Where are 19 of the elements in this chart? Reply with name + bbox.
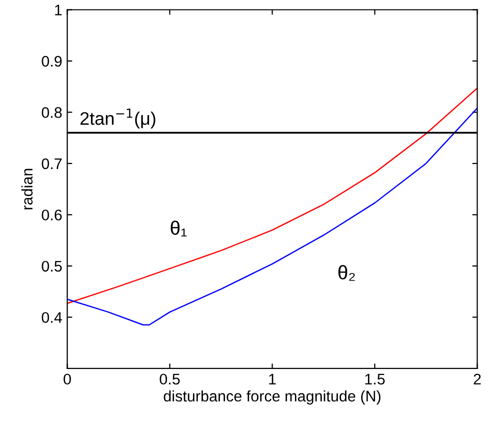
x-tick-label: 0.5 (160, 374, 180, 385)
y-tick-label: 0.9 (42, 56, 62, 67)
y-axis-title: radian (21, 168, 33, 210)
ref-line-label: 2tan$^{−1}$(μ) (80, 108, 156, 128)
y-tick-label: 0.7 (42, 158, 62, 170)
y-tick-label: 0.6 (42, 210, 62, 220)
x-axis-title: disturbance force magnitude (N) (164, 390, 380, 405)
y-tick-label: 0.8 (42, 107, 62, 118)
x-tick-label: 1.5 (365, 374, 385, 385)
x-tick-label: 2 (474, 374, 481, 384)
line-series (67, 88, 478, 304)
y-tick-label: 0.5 (42, 260, 62, 272)
y-tick-label: 0.4 (42, 312, 62, 323)
x-tick-label: 0 (64, 374, 71, 385)
series-label: θ₁ (170, 220, 187, 236)
x-tick-label: 1 (269, 374, 276, 384)
y-tick-label: 1 (55, 4, 62, 16)
line-series (67, 108, 478, 326)
series-label: θ₂ (338, 265, 355, 281)
